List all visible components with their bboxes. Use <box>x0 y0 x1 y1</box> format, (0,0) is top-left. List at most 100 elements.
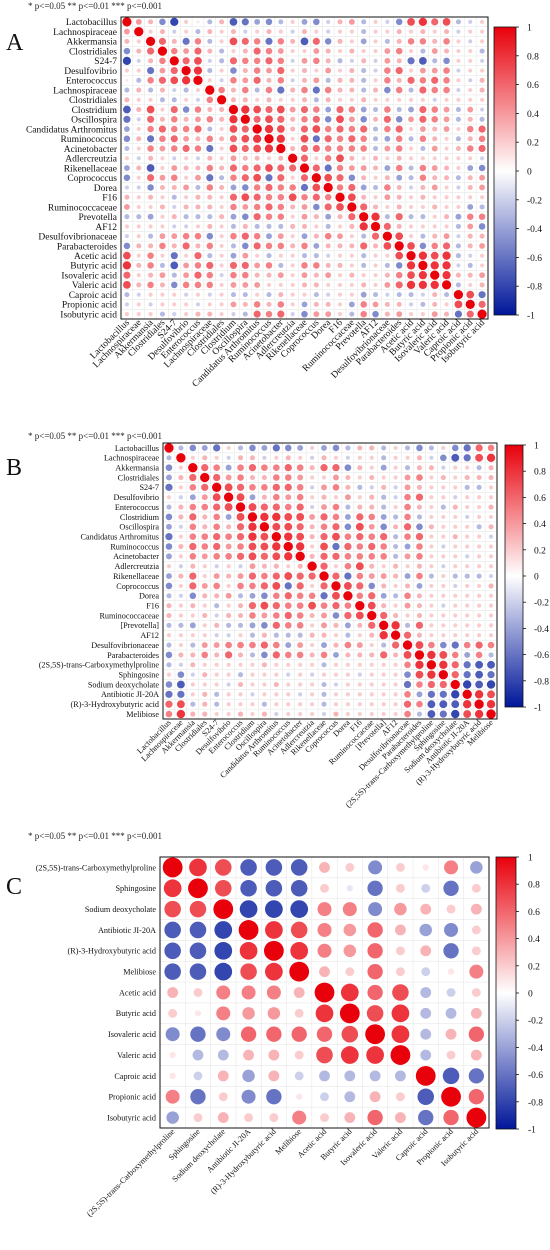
correlation-circle <box>419 135 427 143</box>
correlation-circle <box>431 116 438 123</box>
correlation-circle <box>123 165 130 171</box>
correlation-circle <box>265 193 273 201</box>
correlation-circle <box>480 253 485 258</box>
correlation-circle <box>319 862 330 873</box>
correlation-circle <box>453 603 458 608</box>
correlation-circle <box>420 156 425 161</box>
correlation-circle <box>476 474 482 481</box>
correlation-circle <box>451 709 460 719</box>
correlation-circle <box>310 475 315 480</box>
correlation-circle <box>467 223 474 230</box>
correlation-circle <box>206 135 214 143</box>
correlation-circle <box>320 513 328 521</box>
correlation-circle <box>416 523 423 531</box>
correlation-circle <box>219 68 224 73</box>
row-label: Sphingosine <box>116 884 157 893</box>
correlation-circle <box>345 711 350 717</box>
correlation-circle <box>195 214 201 220</box>
correlation-circle <box>300 37 309 46</box>
correlation-circle <box>278 155 284 161</box>
correlation-circle <box>418 260 428 271</box>
correlation-circle <box>369 682 374 687</box>
correlation-circle <box>190 672 195 677</box>
correlation-circle <box>166 672 172 677</box>
correlation-circle <box>444 292 450 298</box>
correlation-circle <box>396 174 403 181</box>
correlation-circle <box>444 214 450 220</box>
correlation-circle <box>309 513 316 520</box>
correlation-circle <box>464 484 470 490</box>
correlation-circle <box>242 281 249 288</box>
correlation-circle <box>202 662 207 667</box>
correlation-circle <box>301 262 308 269</box>
correlation-circle <box>477 633 482 638</box>
correlation-circle <box>487 671 495 679</box>
correlation-circle <box>475 641 483 649</box>
correlation-circle <box>439 660 448 669</box>
correlation-circle <box>467 272 473 278</box>
correlation-circle <box>395 946 405 956</box>
correlation-circle <box>212 493 221 502</box>
correlation-circle <box>253 232 261 240</box>
correlation-circle <box>242 77 249 84</box>
correlation-circle <box>242 184 249 191</box>
correlation-circle <box>307 561 317 571</box>
correlation-circle <box>195 194 201 200</box>
correlation-circle <box>265 242 273 250</box>
correlation-circle <box>225 553 232 560</box>
correlation-circle <box>380 464 387 471</box>
colorbar-tick-label: 1 <box>528 854 533 864</box>
correlation-circle <box>290 292 295 297</box>
correlation-circle <box>272 483 280 491</box>
correlation-circle <box>408 146 414 151</box>
correlation-circle <box>408 185 414 190</box>
correlation-circle <box>189 900 207 918</box>
correlation-circle <box>421 967 431 977</box>
correlation-circle <box>274 672 279 677</box>
correlation-circle <box>241 985 256 1000</box>
correlation-circle <box>466 213 474 220</box>
correlation-circle <box>207 214 213 220</box>
correlation-circle <box>416 563 423 569</box>
correlation-circle <box>136 77 142 83</box>
correlation-circle <box>465 524 470 529</box>
correlation-circle <box>248 532 257 541</box>
correlation-circle <box>312 37 320 45</box>
correlation-circle <box>440 474 446 481</box>
correlation-circle <box>357 465 363 471</box>
correlation-circle <box>404 503 411 511</box>
correlation-circle <box>429 534 434 539</box>
correlation-circle <box>253 57 261 65</box>
correlation-circle <box>403 680 412 689</box>
row-label: S24-7 <box>139 483 159 492</box>
correlation-circle <box>464 474 470 481</box>
correlation-circle <box>467 136 473 142</box>
correlation-circle <box>201 464 209 472</box>
correlation-circle <box>148 19 154 25</box>
correlation-circle <box>477 544 482 549</box>
correlation-circle <box>124 156 129 161</box>
correlation-circle <box>345 692 350 697</box>
correlation-circle <box>189 963 207 980</box>
correlation-circle <box>384 301 390 307</box>
correlation-circle <box>314 68 319 73</box>
correlation-circle <box>148 87 154 93</box>
correlation-circle <box>345 474 351 481</box>
correlation-circle <box>159 135 166 143</box>
correlation-circle <box>419 174 427 182</box>
correlation-circle <box>320 883 329 893</box>
row-label: Sodium deoxycholate <box>88 680 160 689</box>
correlation-circle <box>166 612 172 619</box>
correlation-circle <box>384 77 391 84</box>
correlation-circle <box>276 105 285 114</box>
correlation-circle <box>177 690 185 698</box>
correlation-circle <box>324 232 332 240</box>
correlation-circle <box>184 156 189 161</box>
correlation-circle <box>237 573 244 580</box>
correlation-circle <box>451 641 459 649</box>
correlation-circle <box>290 234 295 239</box>
correlation-circle <box>332 513 340 521</box>
correlation-circle <box>420 312 425 317</box>
correlation-circle <box>178 504 184 510</box>
correlation-circle <box>261 494 267 500</box>
